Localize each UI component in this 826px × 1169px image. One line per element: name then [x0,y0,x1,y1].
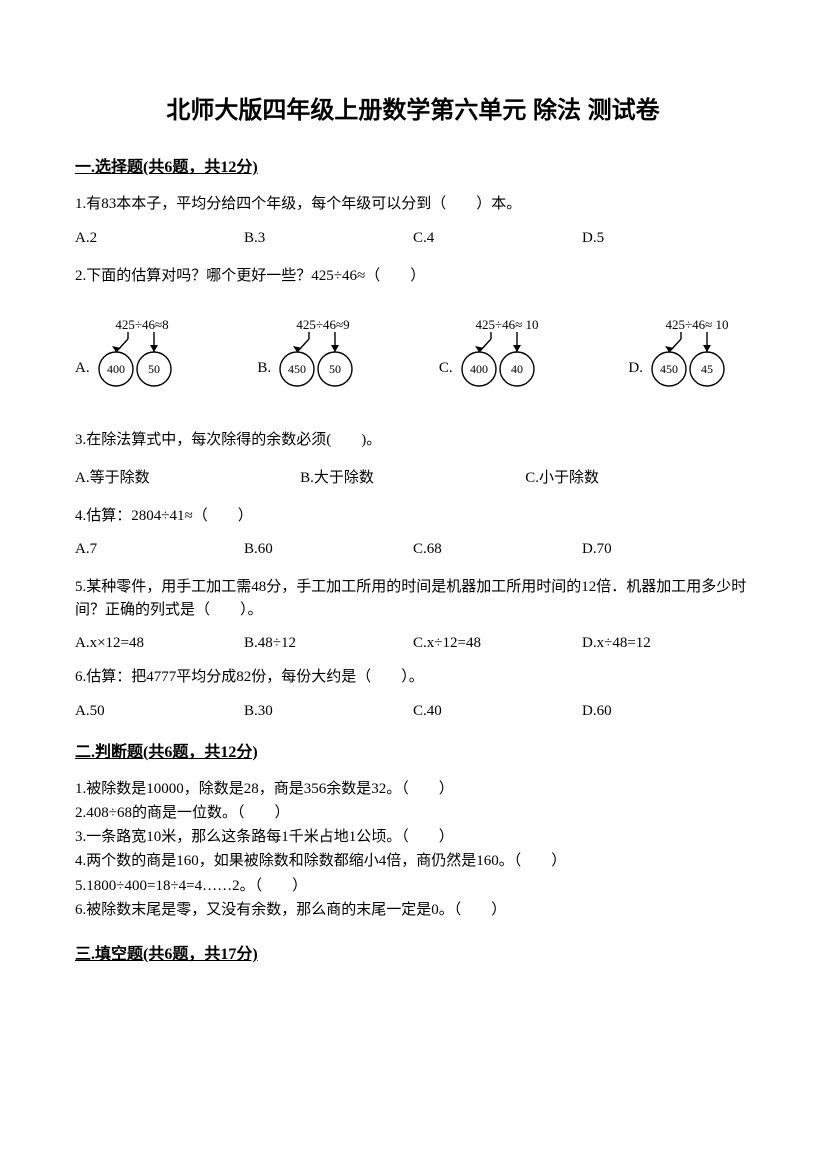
q3-opt-a: A.等于除数 [75,466,300,487]
circle2-text: 50 [329,362,341,376]
circle2-text: 40 [511,362,523,376]
q3-opt-b: B.大于除数 [300,466,525,487]
circle1-text: 400 [470,362,488,376]
q5-opt-b: B.48÷12 [244,635,413,652]
circle2-text: 50 [148,362,160,376]
judge-3: 3.一条路宽10米，那么这条路每1千米占地1公顷。（ ） [75,826,751,849]
exam-page: 北师大版四年级上册数学第六单元 除法 测试卷 一.选择题(共6题，共12分) 1… [0,0,826,1169]
judge-1: 1.被除数是10000，除数是28，商是356余数是32。（ ） [75,778,751,801]
judge-2: 2.408÷68的商是一位数。（ ） [75,802,751,825]
q6-text: 6.估算：把4777平均分成82份，每份大约是（ ）。 [75,666,751,689]
q2-diagrams: A. 425÷46≈8 400 50 B. 425÷46≈9 [75,317,751,389]
q6-opt-c: C.40 [413,703,582,720]
q6-options: A.50 B.30 C.40 D.60 [75,703,751,720]
q6-opt-d: D.60 [582,703,751,720]
section2-header: 二.判断题(共6题，共12分) [75,738,751,762]
expr-text: 425÷46≈ 10 [665,317,728,332]
q5-opt-d: D.x÷48=12 [582,635,751,652]
circle1-text: 450 [288,362,306,376]
q1-opt-b: B.3 [244,230,413,247]
estimation-diagram-icon: 425÷46≈9 450 50 [275,317,371,389]
judge-5: 5.1800÷400=18÷4=4……2。（ ） [75,875,751,898]
expr-text: 425÷46≈8 [115,317,168,332]
q2-d-letter: D. [628,360,643,377]
estimation-diagram-icon: 425÷46≈ 10 400 40 [457,317,561,389]
q4-options: A.7 B.60 C.68 D.70 [75,541,751,558]
q2-text: 2.下面的估算对吗？哪个更好一些？425÷46≈（ ） [75,265,751,288]
q6-opt-a: A.50 [75,703,244,720]
q5-options: A.x×12=48 B.48÷12 C.x÷12=48 D.x÷48=12 [75,635,751,652]
section3-header: 三.填空题(共6题，共17分) [75,940,751,964]
judge-4: 4.两个数的商是160，如果被除数和除数都缩小4倍，商仍然是160。（ ） [75,850,751,873]
q4-opt-a: A.7 [75,541,244,558]
q4-text: 4.估算：2804÷41≈（ ） [75,505,751,528]
q2-c-letter: C. [439,360,453,377]
q5-text: 5.某种零件，用手工加工需48分，手工加工所用的时间是机器加工所用时间的12倍．… [75,576,751,621]
q6-opt-b: B.30 [244,703,413,720]
q2-diagram-a: A. 425÷46≈8 400 50 [75,317,190,389]
q4-opt-c: C.68 [413,541,582,558]
estimation-diagram-icon: 425÷46≈8 400 50 [94,317,190,389]
q5-opt-c: C.x÷12=48 [413,635,582,652]
q3-opt-c: C.小于除数 [525,466,750,487]
judge-6: 6.被除数末尾是零，又没有余数，那么商的末尾一定是0。（ ） [75,899,751,922]
q2-a-letter: A. [75,360,90,377]
page-title: 北师大版四年级上册数学第六单元 除法 测试卷 [75,90,751,125]
q1-text: 1.有83本本子，平均分给四个年级，每个年级可以分到（ ）本。 [75,193,751,216]
q1-opt-a: A.2 [75,230,244,247]
q3-options: A.等于除数 B.大于除数 C.小于除数 [75,466,751,487]
expr-text: 425÷46≈9 [296,317,349,332]
section1-header: 一.选择题(共6题，共12分) [75,153,751,177]
q3-text: 3.在除法算式中，每次除得的余数必须( )。 [75,429,751,452]
q1-opt-d: D.5 [582,230,751,247]
q2-diagram-c: C. 425÷46≈ 10 400 40 [439,317,561,389]
q2-diagram-d: D. 425÷46≈ 10 450 45 [628,317,751,389]
q2-b-letter: B. [257,360,271,377]
q5-opt-a: A.x×12=48 [75,635,244,652]
estimation-diagram-icon: 425÷46≈ 10 450 45 [647,317,751,389]
q2-diagram-b: B. 425÷46≈9 450 50 [257,317,371,389]
q1-opt-c: C.4 [413,230,582,247]
circle1-text: 400 [107,362,125,376]
q4-opt-b: B.60 [244,541,413,558]
circle2-text: 45 [701,362,713,376]
q1-options: A.2 B.3 C.4 D.5 [75,230,751,247]
circle1-text: 450 [660,362,678,376]
expr-text: 425÷46≈ 10 [475,317,538,332]
q4-opt-d: D.70 [582,541,751,558]
